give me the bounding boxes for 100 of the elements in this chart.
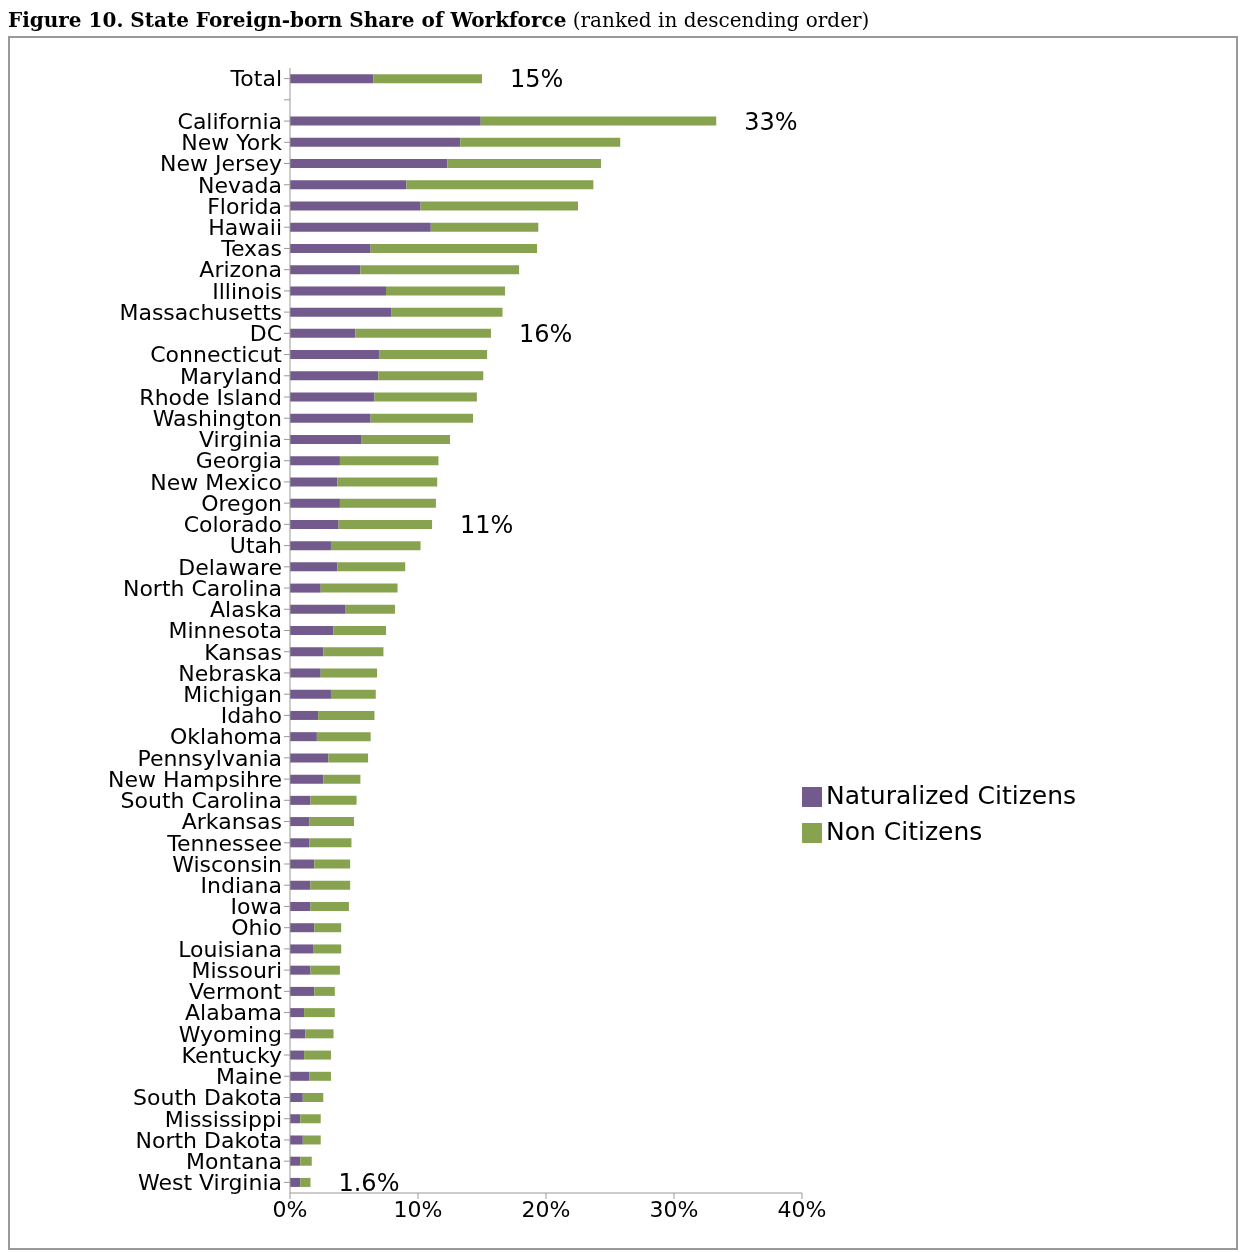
bar <box>290 328 356 338</box>
bar <box>290 307 392 317</box>
bar <box>323 774 361 784</box>
bar <box>320 583 398 593</box>
bar <box>290 583 321 593</box>
bar <box>290 689 331 699</box>
bar <box>290 350 380 360</box>
bar <box>290 944 314 954</box>
bar <box>370 413 474 423</box>
chart-subtitle: (ranked in descending order) <box>572 8 870 32</box>
bar <box>386 286 506 296</box>
bar <box>290 795 311 805</box>
bar <box>290 1008 305 1018</box>
annotation: 15% <box>510 65 564 94</box>
bar <box>290 116 481 126</box>
annotation: 11% <box>460 510 514 539</box>
bar <box>460 137 621 147</box>
bar <box>370 243 538 253</box>
bar <box>302 1135 321 1145</box>
bar <box>290 838 310 848</box>
bar <box>290 986 315 996</box>
bar <box>290 732 317 742</box>
bar <box>302 1093 324 1103</box>
bar <box>290 477 338 487</box>
bar <box>330 689 376 699</box>
bar <box>290 498 340 508</box>
bar <box>290 159 448 169</box>
bar <box>337 562 406 572</box>
bar <box>300 1156 312 1166</box>
bar <box>391 307 503 317</box>
bar <box>290 392 375 402</box>
bar <box>290 265 361 275</box>
y-tick-label: Oregon <box>201 490 282 516</box>
bar <box>290 753 329 763</box>
bar <box>316 732 371 742</box>
bar <box>480 116 717 126</box>
bar <box>310 880 351 890</box>
bar <box>309 1071 331 1081</box>
bar <box>290 668 321 678</box>
bar <box>290 1071 310 1081</box>
bar <box>290 371 379 381</box>
bar <box>360 265 520 275</box>
bar <box>355 328 491 338</box>
bar <box>379 350 488 360</box>
annotation: 1.6% <box>338 1168 400 1197</box>
annotation: 33% <box>744 107 798 136</box>
bar <box>290 180 407 190</box>
bar <box>290 774 324 784</box>
legend-label: Non Citizens <box>826 817 983 846</box>
bar <box>333 626 386 636</box>
x-tick-label: 0% <box>272 1196 308 1222</box>
bar <box>290 562 338 572</box>
bar <box>345 604 395 614</box>
bar <box>314 923 342 933</box>
bar <box>300 1177 311 1187</box>
x-tick-label: 20% <box>521 1196 571 1222</box>
bar <box>290 201 421 211</box>
bar <box>310 965 340 975</box>
bar <box>314 986 335 996</box>
bar <box>323 647 384 657</box>
bar <box>339 498 436 508</box>
bar <box>374 392 477 402</box>
bar <box>309 817 354 827</box>
bar <box>290 286 386 296</box>
bar <box>373 74 482 84</box>
legend-label: Naturalized Citizens <box>826 781 1076 810</box>
bar <box>339 456 439 466</box>
chart-title: Figure 10. State Foreign-born Share of Workforce <box>8 8 567 32</box>
bar <box>447 159 602 169</box>
bar <box>290 965 311 975</box>
bar <box>290 1093 303 1103</box>
bar <box>290 901 311 911</box>
bar <box>420 201 578 211</box>
x-tick-label: 40% <box>777 1196 827 1222</box>
bar <box>406 180 594 190</box>
bar <box>290 137 461 147</box>
bar <box>290 604 346 614</box>
annotation: 16% <box>518 319 573 348</box>
bar <box>290 222 431 232</box>
x-tick-label: 10% <box>393 1196 443 1222</box>
y-tick-label: Washington <box>152 406 282 432</box>
bar <box>300 1114 321 1124</box>
bar <box>290 541 331 551</box>
bar <box>318 710 375 720</box>
bar <box>330 541 421 551</box>
bar <box>290 626 334 636</box>
x-tick-label: 30% <box>649 1196 699 1222</box>
bar <box>290 710 319 720</box>
bar <box>320 668 378 678</box>
bar <box>290 859 315 869</box>
bar <box>290 647 324 657</box>
bar <box>338 519 433 529</box>
bar <box>305 1029 334 1039</box>
bar <box>310 901 349 911</box>
bar <box>304 1008 335 1018</box>
bar <box>304 1050 331 1060</box>
bar <box>290 880 311 890</box>
bar <box>378 371 484 381</box>
bar <box>309 838 352 848</box>
bar <box>290 817 310 827</box>
